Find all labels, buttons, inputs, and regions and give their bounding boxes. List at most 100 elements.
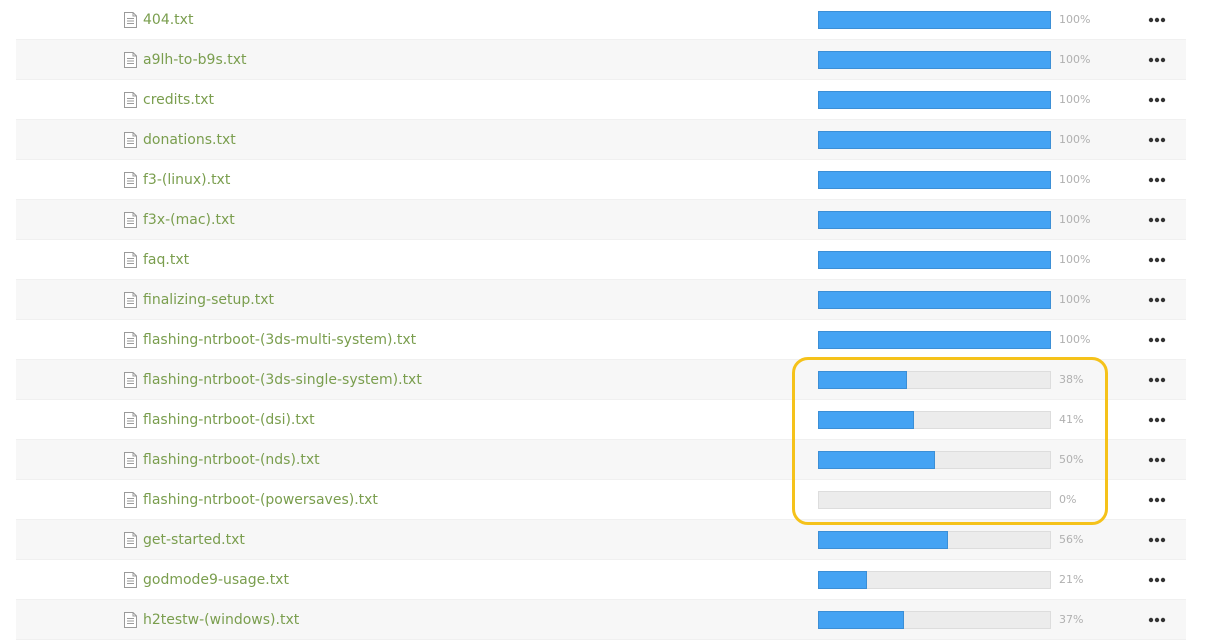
progress-bar	[818, 91, 1051, 109]
more-options-button[interactable]	[1144, 10, 1170, 30]
more-options-button[interactable]	[1144, 370, 1170, 390]
file-name-link[interactable]: a9lh-to-b9s.txt	[143, 52, 247, 68]
progress-percent: 100%	[1059, 293, 1091, 306]
file-row: h2testw-(windows).txt 37%	[16, 600, 1186, 640]
file-text-icon	[124, 372, 137, 388]
file-row: flashing-ntrboot-(powersaves).txt 0%	[16, 480, 1186, 520]
file-text-icon	[124, 172, 137, 188]
progress-bar	[818, 491, 1051, 509]
file-row: flashing-ntrboot-(3ds-single-system).txt…	[16, 360, 1186, 400]
more-horizontal-icon	[1148, 497, 1166, 503]
progress-percent: 21%	[1059, 573, 1084, 586]
more-horizontal-icon	[1148, 457, 1166, 463]
file-name-link[interactable]: get-started.txt	[143, 532, 245, 548]
progress-percent: 0%	[1059, 493, 1077, 506]
more-options-button[interactable]	[1144, 50, 1170, 70]
progress-bar-fill	[818, 11, 1051, 29]
more-options-button[interactable]	[1144, 130, 1170, 150]
file-name-link[interactable]: flashing-ntrboot-(powersaves).txt	[143, 492, 378, 508]
more-options-button[interactable]	[1144, 210, 1170, 230]
progress-bar-fill	[818, 251, 1051, 269]
more-horizontal-icon	[1148, 417, 1166, 423]
progress-bar	[818, 531, 1051, 549]
file-name-link[interactable]: flashing-ntrboot-(3ds-single-system).txt	[143, 372, 422, 388]
file-text-icon	[124, 132, 137, 148]
more-options-button[interactable]	[1144, 570, 1170, 590]
more-horizontal-icon	[1148, 377, 1166, 383]
file-row: flashing-ntrboot-(dsi).txt 41%	[16, 400, 1186, 440]
file-row: godmode9-usage.txt 21%	[16, 560, 1186, 600]
progress-bar-fill	[818, 451, 935, 469]
progress-bar-fill	[818, 331, 1051, 349]
progress-percent: 100%	[1059, 133, 1091, 146]
more-options-button[interactable]	[1144, 290, 1170, 310]
more-horizontal-icon	[1148, 257, 1166, 263]
progress-bar	[818, 611, 1051, 629]
progress-bar	[818, 411, 1051, 429]
file-name-link[interactable]: credits.txt	[143, 92, 215, 108]
progress-percent: 100%	[1059, 333, 1091, 346]
file-name-link[interactable]: h2testw-(windows).txt	[143, 612, 300, 628]
progress-percent: 41%	[1059, 413, 1084, 426]
file-name-link[interactable]: flashing-ntrboot-(dsi).txt	[143, 412, 315, 428]
progress-bar-fill	[818, 571, 867, 589]
progress-bar	[818, 251, 1051, 269]
file-text-icon	[124, 452, 137, 468]
progress-bar-fill	[818, 211, 1051, 229]
progress-percent: 100%	[1059, 93, 1091, 106]
more-options-button[interactable]	[1144, 90, 1170, 110]
progress-bar-fill	[818, 91, 1051, 109]
file-name-link[interactable]: 404.txt	[143, 12, 194, 28]
file-name-link[interactable]: f3-(linux).txt	[143, 172, 231, 188]
more-options-button[interactable]	[1144, 450, 1170, 470]
more-horizontal-icon	[1148, 97, 1166, 103]
file-row: faq.txt 100%	[16, 240, 1186, 280]
file-name-link[interactable]: flashing-ntrboot-(nds).txt	[143, 452, 320, 468]
file-name-link[interactable]: flashing-ntrboot-(3ds-multi-system).txt	[143, 332, 417, 348]
progress-percent: 100%	[1059, 13, 1091, 26]
more-options-button[interactable]	[1144, 170, 1170, 190]
progress-bar	[818, 451, 1051, 469]
file-text-icon	[124, 532, 137, 548]
more-options-button[interactable]	[1144, 410, 1170, 430]
more-options-button[interactable]	[1144, 250, 1170, 270]
progress-bar	[818, 211, 1051, 229]
more-horizontal-icon	[1148, 57, 1166, 63]
file-text-icon	[124, 12, 137, 28]
file-name-link[interactable]: finalizing-setup.txt	[143, 292, 274, 308]
more-options-button[interactable]	[1144, 530, 1170, 550]
more-horizontal-icon	[1148, 537, 1166, 543]
progress-percent: 100%	[1059, 173, 1091, 186]
file-list: 404.txt 100% a9lh-to-b9s.txt 100% credits.tx…	[16, 0, 1186, 640]
more-horizontal-icon	[1148, 17, 1166, 23]
file-text-icon	[124, 332, 137, 348]
more-horizontal-icon	[1148, 137, 1166, 143]
more-options-button[interactable]	[1144, 610, 1170, 630]
file-name-link[interactable]: godmode9-usage.txt	[143, 572, 289, 588]
file-name-link[interactable]: faq.txt	[143, 252, 190, 268]
file-row: a9lh-to-b9s.txt 100%	[16, 40, 1186, 80]
file-name-link[interactable]: f3x-(mac).txt	[143, 212, 235, 228]
file-text-icon	[124, 212, 137, 228]
file-text-icon	[124, 492, 137, 508]
progress-bar-fill	[818, 371, 907, 389]
file-row: get-started.txt 56%	[16, 520, 1186, 560]
progress-percent: 37%	[1059, 613, 1084, 626]
file-name-link[interactable]: donations.txt	[143, 132, 236, 148]
progress-bar-fill	[818, 291, 1051, 309]
progress-percent: 50%	[1059, 453, 1084, 466]
more-options-button[interactable]	[1144, 330, 1170, 350]
file-text-icon	[124, 292, 137, 308]
file-row: credits.txt 100%	[16, 80, 1186, 120]
file-row: 404.txt 100%	[16, 0, 1186, 40]
more-horizontal-icon	[1148, 617, 1166, 623]
progress-bar-fill	[818, 531, 948, 549]
progress-bar-fill	[818, 51, 1051, 69]
progress-bar-fill	[818, 171, 1051, 189]
more-horizontal-icon	[1148, 337, 1166, 343]
progress-percent: 100%	[1059, 213, 1091, 226]
more-horizontal-icon	[1148, 577, 1166, 583]
progress-bar	[818, 291, 1051, 309]
more-options-button[interactable]	[1144, 490, 1170, 510]
progress-bar	[818, 571, 1051, 589]
